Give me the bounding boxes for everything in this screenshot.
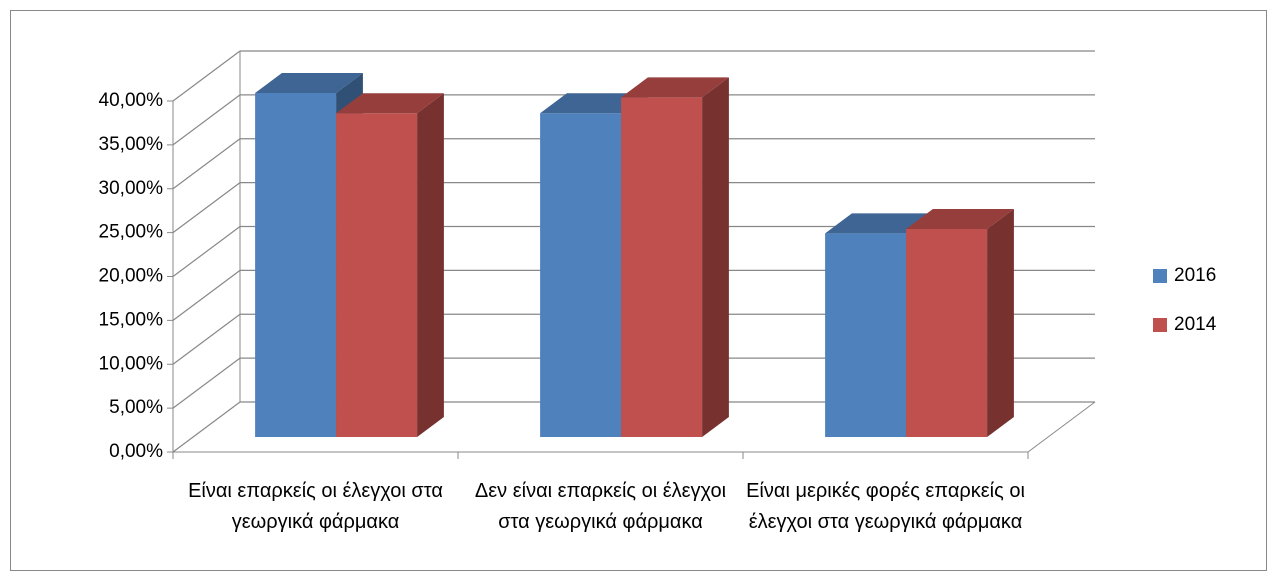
floor-edge (1027, 401, 1096, 453)
grid-line (172, 226, 241, 277)
legend-swatch (1153, 318, 1167, 332)
y-tick-label: 30,00% (99, 178, 164, 199)
grid-line (172, 182, 241, 234)
y-tick-label: 35,00% (99, 134, 164, 155)
bar (906, 209, 1014, 437)
bar-top (825, 213, 933, 234)
bar-side (987, 209, 1014, 437)
y-tick-label: 0,00% (109, 441, 163, 462)
grid-line (172, 50, 241, 102)
y-tick-label: 5,00% (109, 397, 163, 418)
grid-line (172, 94, 241, 146)
grid-line (172, 357, 241, 409)
bar-top (621, 77, 729, 98)
y-tick-label: 40,00% (99, 90, 164, 111)
bar-front (255, 93, 337, 438)
bar-side (417, 93, 444, 437)
grid-line (172, 269, 241, 321)
y-tick-label: 25,00% (99, 222, 164, 243)
bar (621, 77, 729, 437)
bar-front (621, 97, 703, 437)
bar-front (540, 113, 622, 437)
bar-front (336, 113, 418, 437)
legend-label: 2014 (1174, 314, 1217, 335)
y-tick-label: 20,00% (99, 266, 164, 287)
legend-label: 2016 (1174, 265, 1216, 286)
grid-line (172, 313, 241, 365)
bar-side (702, 77, 729, 437)
x-tick-label: Είναι επαρκείς οι έλεγχοι στα γεωργικά φ… (188, 480, 443, 533)
bar-top (906, 209, 1014, 230)
x-tick-label: Είναι μερικές φορές επαρκείς οι έλεγχοι … (746, 480, 1025, 533)
grid-line (172, 138, 241, 190)
y-tick-label: 15,00% (99, 309, 164, 330)
bar-top (336, 93, 444, 114)
grid-line (172, 401, 241, 453)
x-tick-label: Δεν είναι επαρκείς οι έλεγχοι στα γεωργι… (474, 480, 727, 533)
bar-top (255, 73, 363, 94)
bar-front (825, 233, 907, 437)
legend-swatch (1153, 269, 1167, 283)
bar-top (540, 93, 648, 114)
y-tick-label: 10,00% (99, 353, 164, 374)
bar (336, 93, 444, 437)
bar-front (906, 229, 988, 437)
